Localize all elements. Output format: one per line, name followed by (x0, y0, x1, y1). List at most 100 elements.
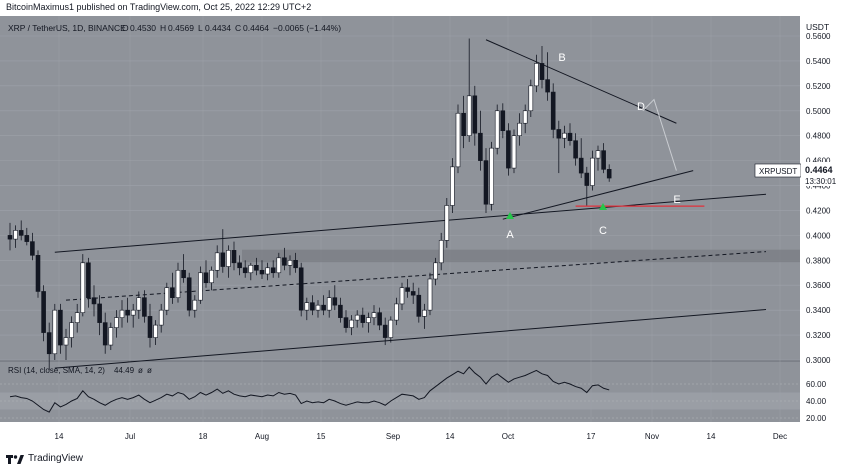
candle-body (511, 135, 517, 169)
rsi-label: RSI (14, close, SMA, 14, 2) (8, 366, 105, 375)
candle-body (332, 297, 338, 306)
legend-close: 0.4464 (243, 23, 269, 33)
candle-body (186, 277, 192, 311)
green-arrow-c (599, 203, 607, 210)
candle (237, 255, 242, 276)
wave-label-c: C (599, 225, 607, 237)
candle-body (24, 235, 30, 242)
candle-body (270, 267, 276, 274)
candle (125, 297, 130, 323)
time-tick-label: Sep (386, 432, 401, 441)
candle-body (556, 129, 562, 139)
candle-body (220, 252, 226, 267)
time-tick-label: 15 (317, 432, 326, 441)
channel-upper-line (54, 193, 767, 253)
candle (142, 290, 147, 323)
candle-body (422, 309, 427, 317)
candle (545, 52, 550, 101)
candle-body (192, 299, 198, 311)
candle (158, 303, 164, 333)
candle-body (97, 303, 102, 323)
candle (382, 317, 388, 346)
candle-body (567, 132, 573, 141)
candle (114, 310, 119, 338)
rsi-line (9, 366, 610, 413)
candle (556, 120, 562, 174)
candle (63, 328, 69, 360)
price-axis-unit: USDT (806, 22, 829, 32)
candle-body (315, 304, 321, 311)
candle-body (595, 150, 601, 159)
candle (102, 312, 108, 354)
legend-c-label: C (235, 23, 241, 33)
candle (108, 322, 114, 351)
candle-body (500, 110, 506, 132)
candle-body (382, 324, 388, 338)
legend-low: 0.4434 (205, 23, 231, 33)
price-tick-label: 0.4600 (806, 157, 831, 166)
time-tick-label: 14 (446, 432, 455, 441)
green-arrow-a (506, 212, 514, 219)
legend-high: 0.4569 (168, 23, 194, 33)
candle-body (394, 303, 399, 321)
candle-body (438, 240, 444, 264)
candle (483, 148, 489, 213)
candle-body (360, 314, 366, 323)
candle-body (80, 262, 86, 313)
time-tick-label: Dec (773, 432, 787, 441)
candle (506, 123, 511, 176)
candle (584, 166, 590, 206)
candle (74, 303, 80, 333)
candle (360, 307, 366, 328)
candle-body (287, 260, 293, 266)
trendlines (54, 39, 767, 369)
candle-body (237, 262, 242, 269)
candle (226, 245, 231, 278)
candle (97, 295, 102, 336)
rsi-empty-2: ø (147, 366, 152, 375)
candle-body (455, 112, 461, 168)
price-axis: 0.56000.54000.52000.50000.48000.46000.44… (806, 32, 831, 423)
rsi-legend: RSI (14, close, SMA, 14, 2) 44.49 ø ø (8, 366, 152, 375)
time-tick-label: Oct (502, 432, 515, 441)
candle (427, 272, 433, 316)
candle (209, 266, 214, 291)
price-tick-label: 0.5600 (806, 32, 831, 41)
price-tick-label: 0.5200 (806, 82, 831, 91)
candle-body (293, 260, 298, 269)
candle-body (209, 269, 214, 284)
time-tick-label: 17 (587, 432, 596, 441)
candle (539, 45, 545, 89)
candle-body (136, 297, 142, 311)
candle-body (388, 319, 394, 338)
candle (472, 85, 478, 146)
chart-canvas[interactable]: A B C D E 0.5600 0.5400 0.5200 0.5000 0.4800… (0, 16, 850, 449)
candle-body (142, 297, 147, 317)
price-tick-label: 0.3200 (806, 331, 831, 340)
candle (444, 198, 450, 248)
candle-body (35, 255, 41, 292)
legend-o-label: O (122, 23, 129, 33)
candle (282, 247, 287, 271)
candle-body (254, 264, 259, 271)
candle (86, 257, 91, 308)
candle-body (349, 319, 354, 328)
candle-body (310, 302, 315, 311)
candle-body (276, 257, 282, 274)
price-tick-label: 0.4000 (806, 231, 831, 240)
candle (52, 303, 58, 360)
candle (349, 315, 354, 336)
candle-body (539, 63, 545, 80)
candle-body (522, 110, 528, 124)
candle (326, 290, 332, 318)
candle (606, 164, 612, 182)
price-panel-bg (0, 16, 800, 361)
candle-body (410, 291, 416, 296)
resistance-zone (242, 249, 800, 263)
candle-body (578, 157, 584, 174)
wave-label-e: E (673, 194, 680, 206)
candle (601, 143, 606, 174)
candle (595, 145, 601, 171)
candle (433, 257, 438, 286)
candle-body (259, 269, 265, 275)
